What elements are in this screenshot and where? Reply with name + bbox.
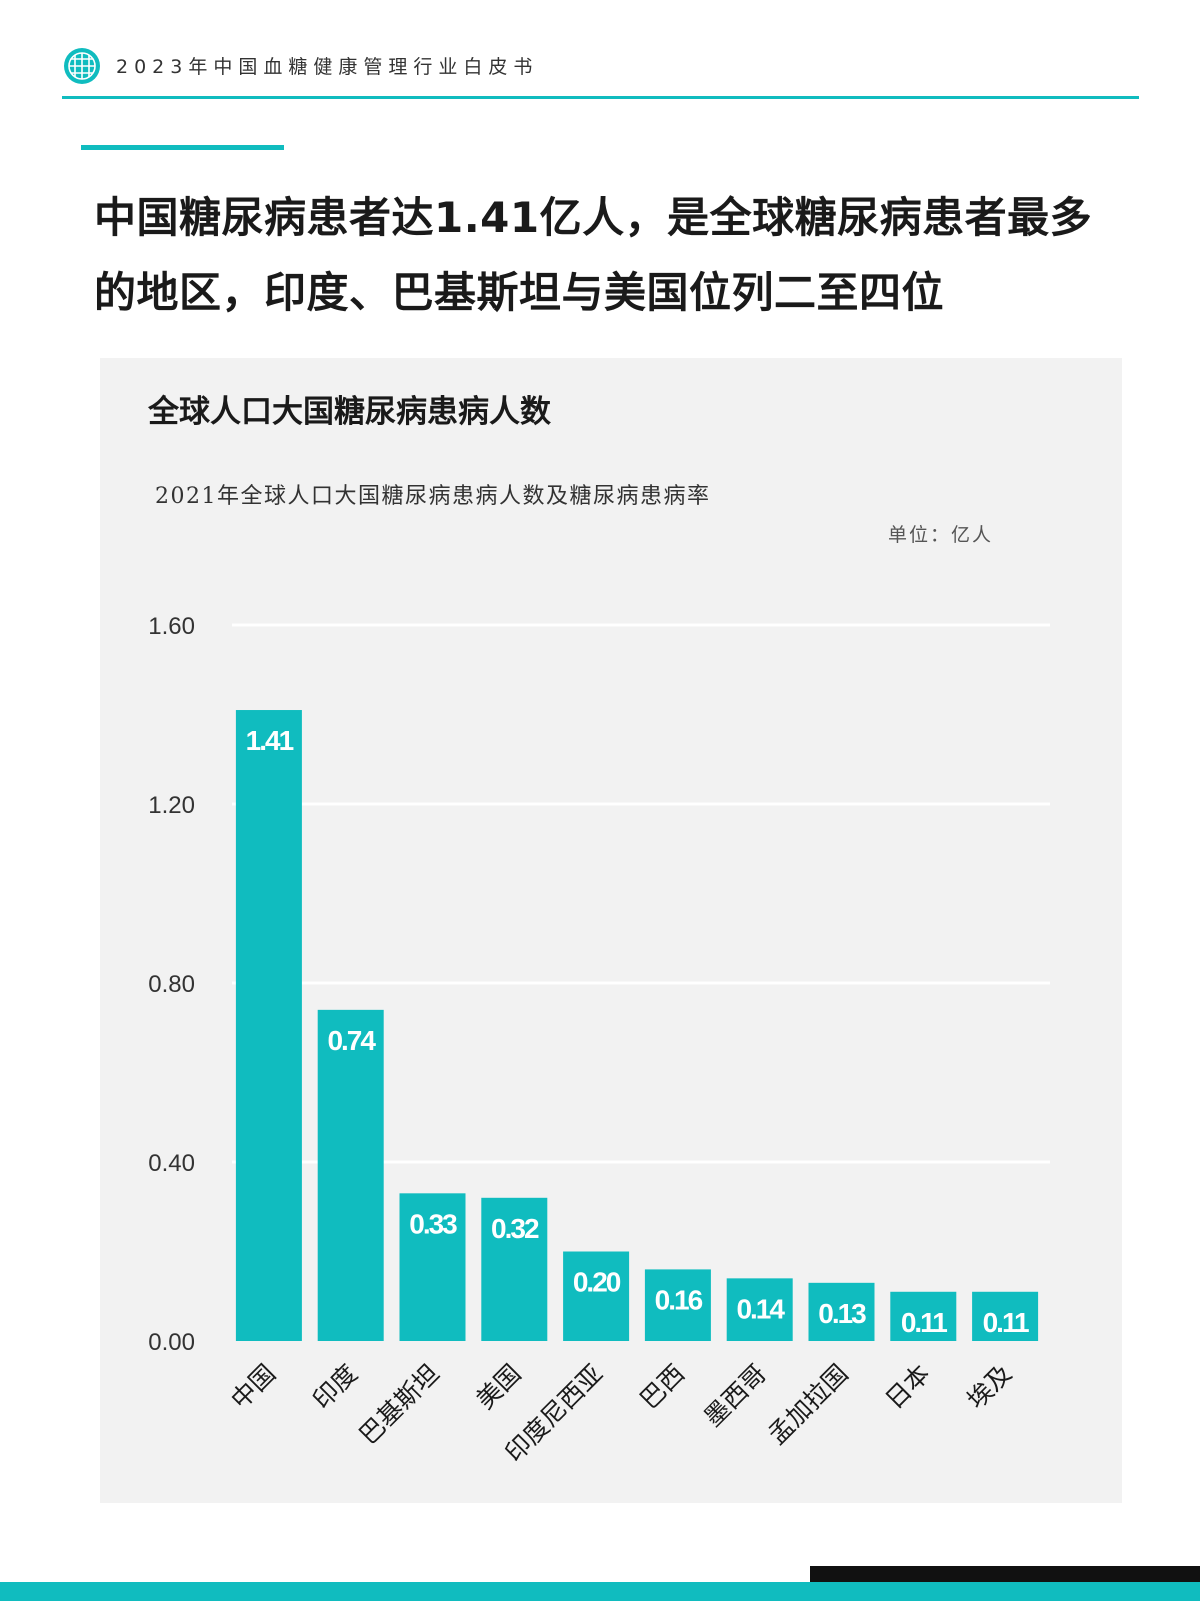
x-category-label: 孟加拉国: [763, 1359, 854, 1450]
bar-value-label: 0.33: [409, 1208, 457, 1239]
bar-value-label: 0.16: [655, 1284, 703, 1315]
bar-value-label: 0.74: [327, 1025, 376, 1056]
footer-black-bar: [810, 1566, 1200, 1582]
bar: [317, 1009, 384, 1341]
y-tick-label: 0.00: [148, 1329, 195, 1356]
bar: [972, 1291, 1039, 1341]
bar: [726, 1278, 793, 1341]
x-category-label: 巴西: [634, 1359, 690, 1415]
y-tick-label: 1.20: [148, 792, 195, 819]
footer-teal-bar: [0, 1582, 1200, 1601]
report-title: 2023年中国血糖健康管理行业白皮书: [116, 56, 539, 78]
bar: [235, 710, 302, 1341]
bar-value-label: 1.41: [246, 725, 294, 756]
chart-panel-title: 全球人口大国糖尿病患病人数: [148, 394, 551, 430]
bar-value-label: 0.11: [901, 1307, 947, 1338]
headline-line-1: 中国糖尿病患者达1.41亿人，是全球糖尿病患者最多: [94, 193, 1093, 242]
y-tick-label: 0.40: [148, 1150, 195, 1177]
chart-subtitle: 2021年全球人口大国糖尿病患病人数及糖尿病患病率: [155, 484, 711, 509]
x-category-label: 墨西哥: [698, 1359, 772, 1433]
x-category-label: 埃及: [961, 1359, 1017, 1415]
headline: 中国糖尿病患者达1.41亿人，是全球糖尿病患者最多 的地区，印度、巴基斯坦与美国…: [94, 180, 1144, 330]
globe-grid-icon: [64, 48, 100, 84]
bar: [481, 1197, 548, 1341]
x-category-label: 巴基斯坦: [354, 1359, 445, 1450]
bar-value-label: 0.11: [983, 1307, 1029, 1338]
bar-value-label: 0.13: [818, 1298, 866, 1329]
headline-line-2: 的地区，印度、巴基斯坦与美国位列二至四位: [94, 268, 945, 317]
x-category-label: 中国: [225, 1359, 281, 1415]
bar: [808, 1282, 875, 1341]
unit-label: 单位：亿人: [887, 524, 993, 546]
header-divider: [62, 96, 1139, 99]
x-category-label: 印度: [307, 1359, 363, 1415]
bar-value-label: 0.20: [573, 1267, 621, 1298]
bar-value-label: 0.14: [736, 1293, 785, 1324]
y-tick-label: 1.60: [148, 613, 195, 640]
bar-value-label: 0.32: [491, 1213, 539, 1244]
bar: [563, 1251, 630, 1341]
headline-accent-bar: [81, 145, 284, 150]
y-tick-label: 0.80: [148, 971, 195, 998]
bar: [399, 1193, 466, 1341]
x-category-label: 日本: [880, 1359, 936, 1415]
x-category-label: 美国: [471, 1359, 527, 1415]
bar: [890, 1291, 957, 1341]
bar: [644, 1269, 711, 1341]
